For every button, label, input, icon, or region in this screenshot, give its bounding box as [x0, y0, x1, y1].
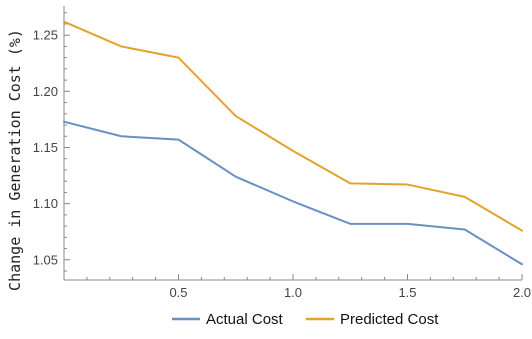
x-tick-label: 2.0 [513, 285, 531, 300]
y-tick-label: 1.15 [33, 140, 58, 155]
legend-label-actual-cost: Actual Cost [206, 311, 284, 328]
series-line-predicted-cost [63, 20, 523, 232]
series-line-actual-cost [63, 120, 523, 266]
y-axis-label: Change in Generation Cost (%) [6, 29, 24, 291]
y-tick-label: 1.05 [33, 252, 58, 267]
series-lines [63, 20, 523, 266]
x-tick-label: 1.0 [284, 285, 302, 300]
axes [63, 6, 522, 281]
legend: Actual Cost Predicted Cost [172, 311, 439, 328]
y-tick-label: 1.20 [33, 84, 58, 99]
legend-label-predicted-cost: Predicted Cost [340, 311, 439, 328]
x-tick-label: 1.5 [398, 285, 416, 300]
x-axis-ticks: 0.5 1.0 1.5 2.0 [86, 274, 531, 300]
y-tick-label: 1.25 [33, 28, 58, 43]
x-tick-label: 0.5 [169, 285, 187, 300]
y-axis-ticks: 1.05 1.10 1.15 1.20 1.25 [33, 12, 70, 272]
y-tick-label: 1.10 [33, 196, 58, 211]
